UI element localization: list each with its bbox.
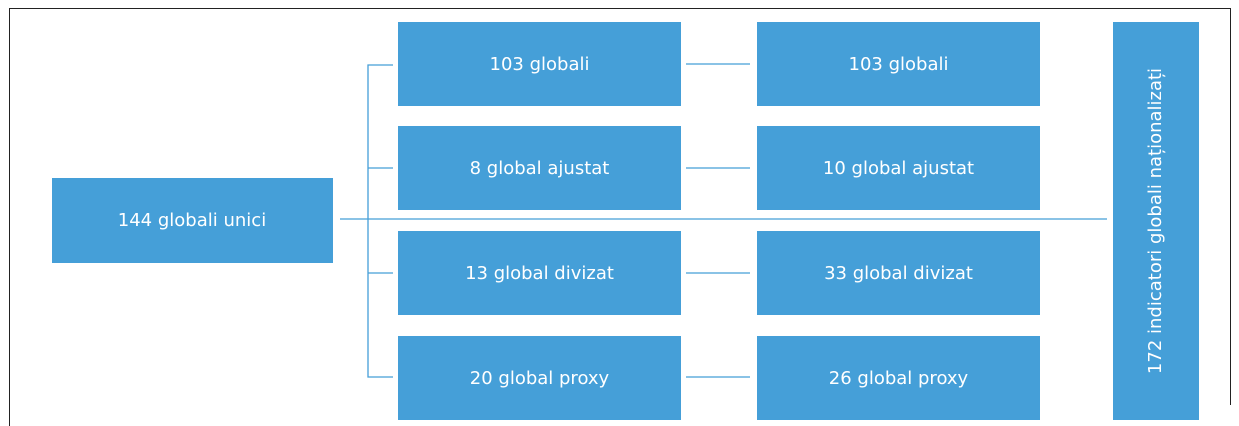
total-box xyxy=(1113,22,1199,420)
source-label: 144 globali unici xyxy=(118,210,266,231)
source-box xyxy=(52,178,333,263)
middle-box xyxy=(398,126,681,210)
right-label: 103 globali xyxy=(849,54,949,75)
right-box xyxy=(757,336,1040,420)
middle-box xyxy=(398,336,681,420)
frame xyxy=(9,8,1231,426)
connectors xyxy=(686,63,750,378)
right-label: 33 global divizat xyxy=(824,263,973,284)
total-label: 172 indicatori globali naționalizați xyxy=(1145,68,1166,374)
bracket xyxy=(367,64,393,378)
middle-label: 13 global divizat xyxy=(465,263,614,284)
middle-label: 20 global proxy xyxy=(470,368,610,389)
middle-box xyxy=(398,231,681,315)
right-label: 10 global ajustat xyxy=(823,158,974,179)
right-label: 26 global proxy xyxy=(829,368,969,389)
middle-label: 8 global ajustat xyxy=(470,158,610,179)
right-box xyxy=(757,126,1040,210)
right-box xyxy=(757,22,1040,106)
middle-label: 103 globali xyxy=(490,54,590,75)
middle-box xyxy=(398,22,681,106)
right-box xyxy=(757,231,1040,315)
